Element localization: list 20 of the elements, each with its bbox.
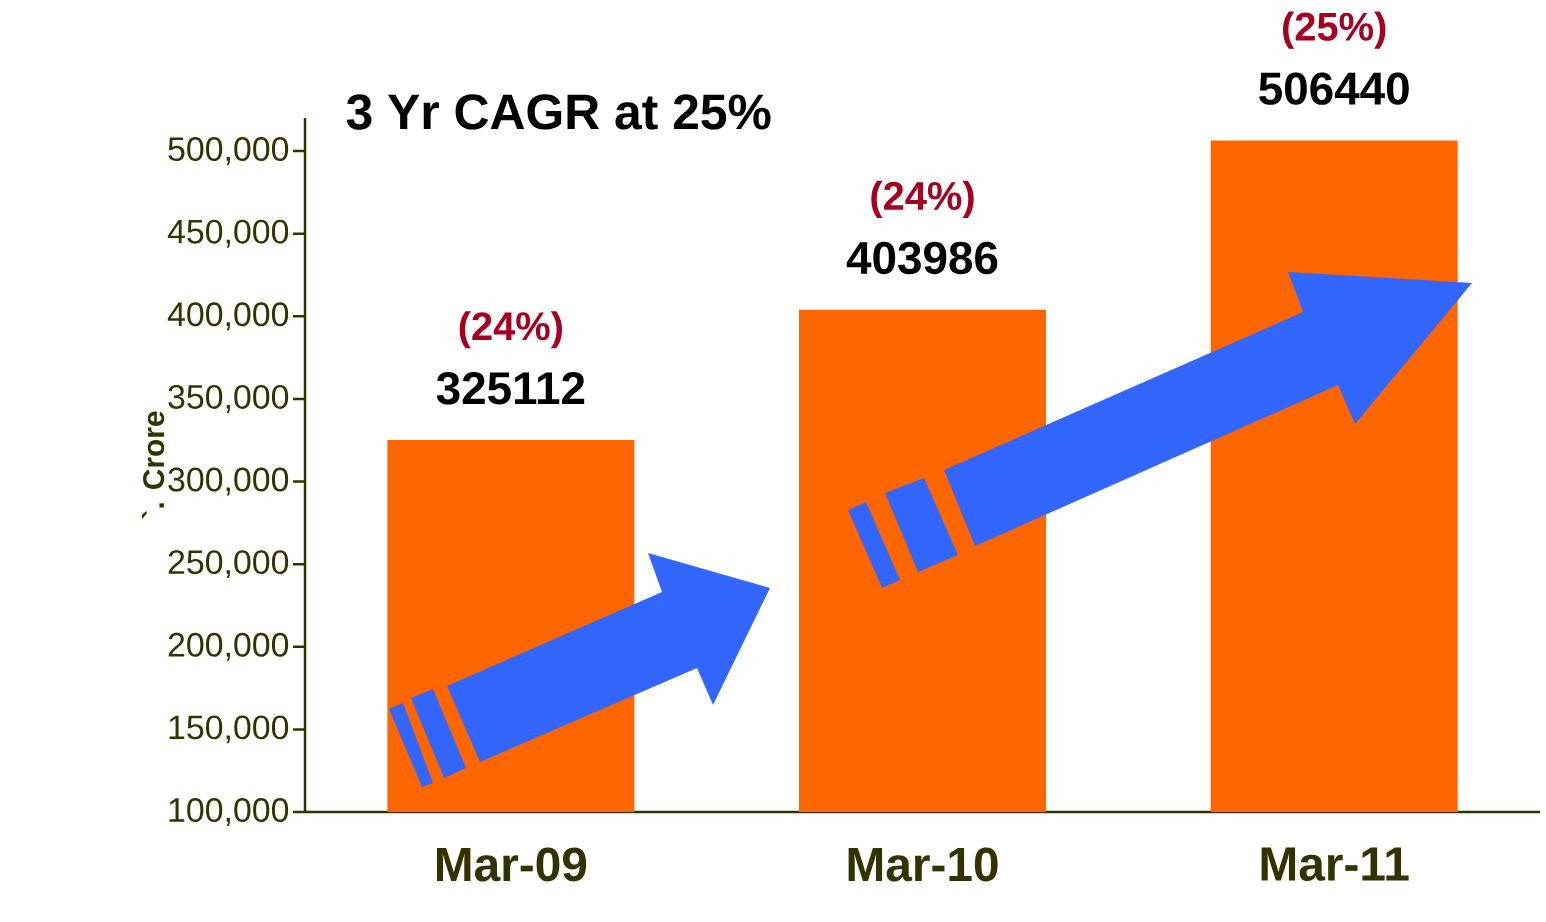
y-tick-label: 300,000: [168, 467, 289, 496]
y-tick-label: 350,000: [168, 384, 289, 413]
y-tick-label: 500,000: [168, 137, 289, 166]
chart-title: 3 Yr CAGR at 25%: [346, 94, 771, 130]
y-tick-label: 250,000: [168, 550, 289, 579]
y-tick-label: 100,000: [169, 798, 289, 826]
annotation: (24%): [459, 311, 562, 349]
y-axis-title: `. Crore: [141, 411, 165, 519]
y-tick-label: 150,000: [169, 715, 289, 744]
data-label: 325112: [436, 372, 585, 405]
annotation: (25%): [1283, 11, 1386, 49]
x-tick-label: Mar-09: [436, 847, 587, 882]
data-label: 506440: [1259, 72, 1409, 105]
x-tick-label: Mar-11: [1261, 847, 1409, 881]
y-tick-label: 400,000: [167, 302, 289, 331]
y-tick-label: 200,000: [168, 632, 289, 661]
data-label: 403986: [846, 241, 998, 275]
x-tick-label: Mar-10: [848, 847, 998, 882]
annotation: (24%): [871, 180, 974, 218]
y-tick-label: 450,000: [167, 219, 289, 248]
